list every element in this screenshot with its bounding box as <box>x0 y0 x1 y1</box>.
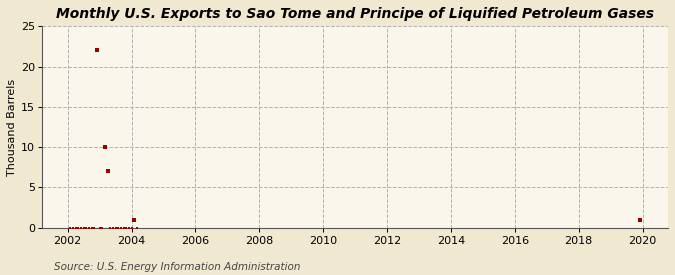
Text: Source: U.S. Energy Information Administration: Source: U.S. Energy Information Administ… <box>54 262 300 272</box>
Y-axis label: Thousand Barrels: Thousand Barrels <box>7 78 17 175</box>
Title: Monthly U.S. Exports to Sao Tome and Principe of Liquified Petroleum Gases: Monthly U.S. Exports to Sao Tome and Pri… <box>56 7 654 21</box>
